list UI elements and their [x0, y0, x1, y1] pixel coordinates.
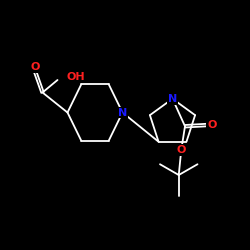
Text: N: N	[168, 94, 177, 104]
Text: N: N	[118, 108, 127, 118]
Text: O: O	[30, 62, 40, 72]
Text: OH: OH	[66, 72, 85, 83]
Text: O: O	[207, 120, 217, 130]
Text: O: O	[176, 145, 186, 155]
